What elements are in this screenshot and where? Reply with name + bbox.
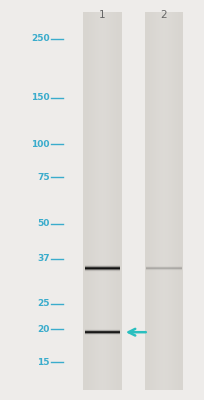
Bar xyxy=(163,12,164,390)
Text: 75: 75 xyxy=(37,173,49,182)
Bar xyxy=(170,12,171,390)
Bar xyxy=(95,12,96,390)
Bar xyxy=(102,12,103,390)
Bar xyxy=(153,12,154,390)
Bar xyxy=(96,12,97,390)
Bar xyxy=(89,12,90,390)
Bar xyxy=(147,12,148,390)
Bar xyxy=(165,12,166,390)
Text: 37: 37 xyxy=(37,254,49,263)
Bar xyxy=(94,12,95,390)
Bar xyxy=(103,12,104,390)
Text: 50: 50 xyxy=(37,220,49,228)
Bar xyxy=(118,12,119,390)
Bar xyxy=(99,12,100,390)
Bar xyxy=(159,12,160,390)
Bar xyxy=(151,12,152,390)
Bar xyxy=(115,12,116,390)
Bar xyxy=(177,12,178,390)
Bar xyxy=(83,12,84,390)
Bar xyxy=(171,12,172,390)
Bar xyxy=(164,12,165,390)
Bar xyxy=(97,12,98,390)
Bar xyxy=(181,12,182,390)
Bar xyxy=(173,12,174,390)
Text: 15: 15 xyxy=(37,358,49,367)
Bar xyxy=(152,12,153,390)
Bar xyxy=(174,12,175,390)
Bar xyxy=(93,12,94,390)
Bar xyxy=(148,12,149,390)
Bar xyxy=(115,12,116,390)
Bar xyxy=(145,12,146,390)
Bar xyxy=(157,12,158,390)
Text: 2: 2 xyxy=(160,10,166,20)
Bar xyxy=(90,12,91,390)
Bar xyxy=(168,12,169,390)
Bar xyxy=(169,12,170,390)
Bar xyxy=(108,12,109,390)
Bar xyxy=(105,12,106,390)
Bar xyxy=(106,12,107,390)
Bar xyxy=(110,12,111,390)
Bar xyxy=(92,12,93,390)
Bar xyxy=(150,12,151,390)
Bar xyxy=(83,12,121,390)
Bar xyxy=(100,12,101,390)
Bar xyxy=(175,12,176,390)
Bar xyxy=(119,12,120,390)
Bar xyxy=(88,12,89,390)
Bar xyxy=(111,12,112,390)
Bar xyxy=(178,12,179,390)
Bar xyxy=(109,12,110,390)
Bar xyxy=(179,12,180,390)
Bar xyxy=(114,12,115,390)
Bar xyxy=(107,12,108,390)
Bar xyxy=(180,12,181,390)
Bar xyxy=(104,12,105,390)
Text: 1: 1 xyxy=(99,10,105,20)
Text: 20: 20 xyxy=(37,325,49,334)
Text: 250: 250 xyxy=(31,34,49,44)
Bar xyxy=(146,12,147,390)
Bar xyxy=(116,12,118,390)
Bar xyxy=(149,12,150,390)
Bar xyxy=(172,12,173,390)
Bar xyxy=(160,12,161,390)
Text: 100: 100 xyxy=(31,140,49,149)
Bar xyxy=(91,12,92,390)
Bar xyxy=(86,12,88,390)
Bar xyxy=(182,12,183,390)
Bar xyxy=(144,12,183,390)
Bar xyxy=(156,12,157,390)
Bar xyxy=(98,12,99,390)
Bar xyxy=(166,12,167,390)
Bar xyxy=(101,12,102,390)
Bar xyxy=(154,12,155,390)
Bar xyxy=(158,12,159,390)
Bar xyxy=(155,12,156,390)
Bar xyxy=(113,12,114,390)
Text: 150: 150 xyxy=(31,93,49,102)
Bar xyxy=(167,12,168,390)
Bar xyxy=(112,12,113,390)
Bar xyxy=(176,12,177,390)
Bar xyxy=(162,12,163,390)
Text: 25: 25 xyxy=(37,299,49,308)
Bar xyxy=(120,12,121,390)
Bar xyxy=(144,12,145,390)
Bar xyxy=(161,12,162,390)
Bar xyxy=(85,12,86,390)
